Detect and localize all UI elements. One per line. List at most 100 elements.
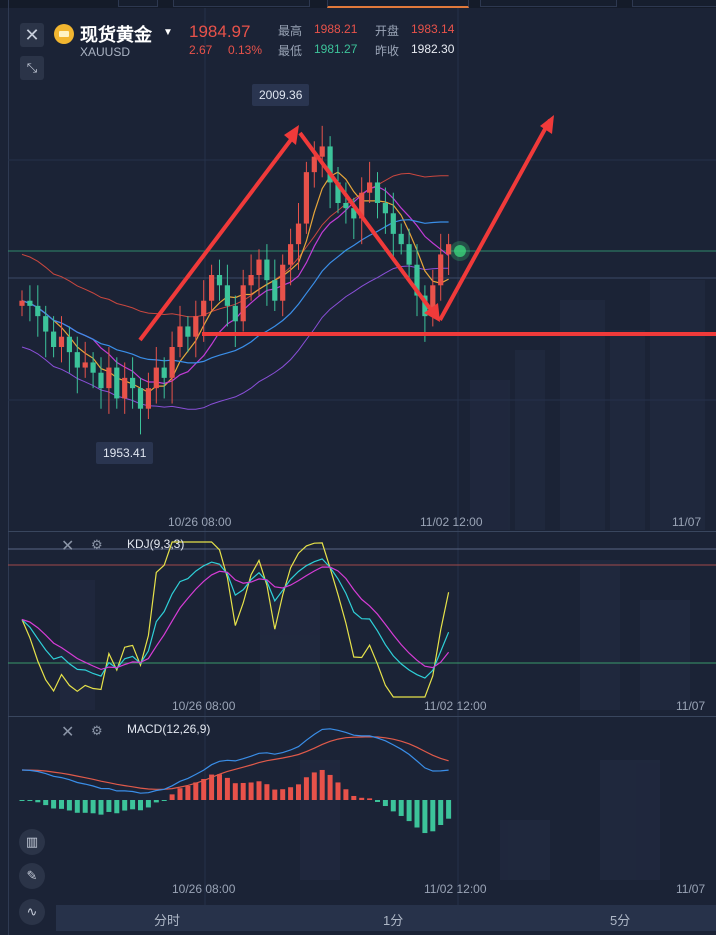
candle-body (414, 264, 420, 296)
chevron-down-icon[interactable]: ▼ (163, 27, 173, 38)
trend-arrow-up-2[interactable] (438, 119, 552, 321)
candle-body (311, 156, 317, 173)
low-value: 1981.27 (314, 42, 358, 56)
drawing-layer[interactable] (138, 115, 716, 342)
candle-body (58, 336, 65, 347)
arrowhead (284, 125, 299, 145)
candle-body (98, 372, 104, 389)
collapse-button[interactable]: ⤡ (20, 56, 44, 80)
candle-body (177, 326, 183, 347)
kdj-k-line (21, 558, 450, 679)
top-tab-active[interactable] (327, 0, 469, 8)
close-icon[interactable]: ✕ (61, 538, 75, 555)
x-axis-label: 10/26 08:00 (172, 882, 236, 896)
macd-histogram-bar (161, 800, 167, 801)
candle-body (145, 388, 151, 409)
panel-divider (8, 716, 716, 717)
candle-body (19, 300, 25, 306)
macd-histogram-bar (114, 800, 120, 814)
macd-histogram-bar (19, 800, 25, 801)
macd-histogram-bar (145, 800, 151, 808)
top-tab[interactable] (480, 0, 617, 7)
macd-histogram-bar (153, 800, 159, 803)
candle-body (422, 295, 428, 317)
candle-body (161, 367, 167, 378)
candle-body (232, 305, 238, 322)
macd-histogram-bar (422, 800, 428, 834)
candle-body (153, 367, 159, 389)
macd-histogram-bar (74, 800, 80, 813)
top-tab[interactable] (173, 0, 310, 7)
symbol-name[interactable]: 现货黄金 (80, 25, 152, 45)
close-icon[interactable]: ✕ (61, 724, 75, 741)
macd-histogram-bar (98, 800, 104, 815)
timeframe-tab[interactable]: 5分 (610, 913, 631, 928)
candle-body (35, 305, 41, 317)
live-price-glow (450, 241, 470, 261)
top-tab[interactable] (118, 0, 158, 7)
candle-body (446, 244, 452, 255)
prev-close-label: 昨收 (375, 44, 400, 58)
candle-body (43, 316, 49, 332)
gold-symbol-icon (54, 24, 74, 44)
candle-body (137, 388, 144, 409)
pen-icon[interactable]: ✎ (19, 863, 45, 889)
background-building (600, 760, 660, 880)
background-building (560, 300, 605, 530)
gear-icon[interactable]: ⚙ (91, 723, 103, 738)
candle-body (240, 285, 246, 322)
live-price-dot (454, 245, 466, 257)
macd-histogram-bar (446, 800, 452, 819)
macd-histogram-bar (59, 800, 64, 809)
trend-arrow-down[interactable] (298, 131, 439, 320)
x-axis-label: 11/07 (672, 515, 702, 529)
candle-body (430, 285, 436, 317)
macd-histogram-bar (130, 800, 136, 810)
macd-histogram-bar (209, 774, 215, 800)
candle-body (367, 182, 373, 193)
macd-histogram-bar (375, 800, 380, 802)
candle-body (398, 233, 404, 245)
macd-dea-line (21, 736, 449, 790)
macd-histogram-bar (406, 800, 412, 822)
candle-body (319, 146, 325, 157)
candle-body (303, 172, 309, 224)
candle-body (374, 182, 381, 203)
kdj-j-line (21, 541, 450, 698)
candle-body (280, 264, 286, 301)
top-tab[interactable] (632, 0, 716, 7)
candlestick-icon[interactable]: ▥ (19, 829, 45, 855)
x-axis-label: 11/02 12:00 (420, 515, 483, 529)
macd-histogram-bar (90, 800, 96, 814)
macd-histogram-bar (122, 800, 128, 811)
macd-histogram-bar (43, 800, 49, 806)
background-building (260, 600, 320, 710)
macd-histogram-bar (217, 774, 222, 800)
gear-icon[interactable]: ⚙ (91, 537, 103, 552)
macd-histogram-bar (256, 781, 262, 800)
background-building (650, 280, 705, 530)
indicator-icon[interactable]: ∿ (19, 899, 45, 925)
candle-body (169, 347, 175, 378)
close-button[interactable]: ✕ (20, 23, 44, 47)
background-building (500, 820, 550, 880)
timeframe-tab[interactable]: 1分 (383, 913, 404, 928)
macd-histogram-bar (335, 782, 341, 800)
trend-arrow-up-1[interactable] (138, 131, 298, 342)
last-price: 1984.97 (189, 22, 251, 41)
macd-histogram-bar (106, 800, 112, 812)
kdj-title: KDJ(9,3,3) (127, 537, 185, 551)
candle-body (224, 285, 230, 306)
candle-body (256, 259, 262, 275)
candle-body (114, 367, 120, 399)
candle-body (122, 377, 128, 399)
candle-body (209, 275, 215, 301)
x-axis-label: 11/07 (676, 699, 706, 713)
timeframe-tab[interactable]: 分时 (154, 913, 181, 928)
macd-histogram-bar (303, 777, 309, 800)
macd-histogram-bar (177, 788, 183, 800)
candle-body (185, 326, 191, 337)
macd-histogram-bar (240, 782, 246, 800)
